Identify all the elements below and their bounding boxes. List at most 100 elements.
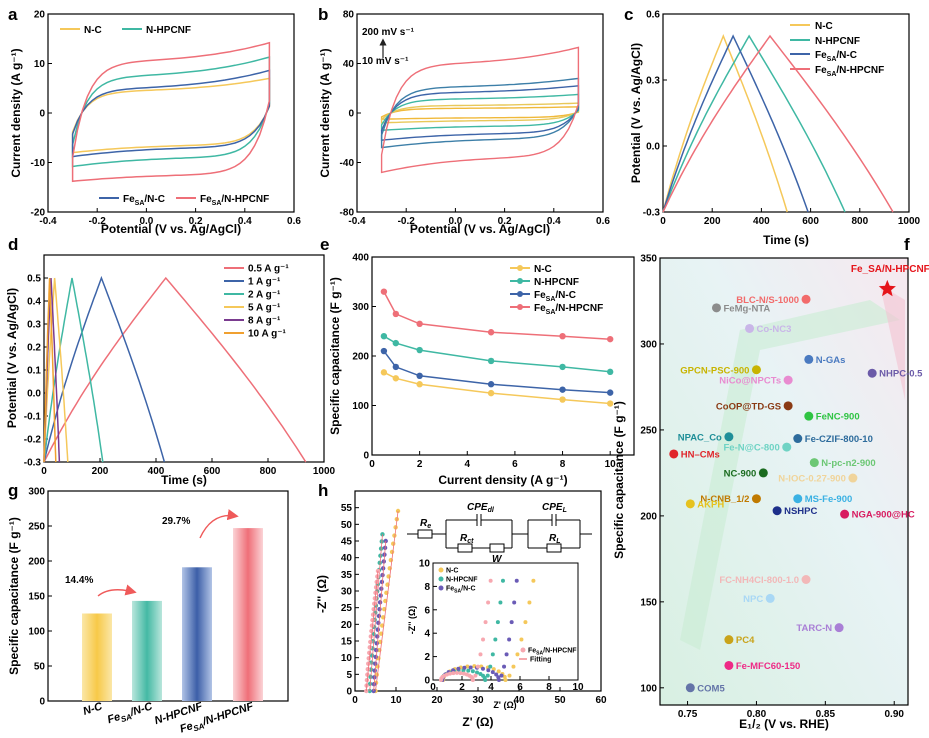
x-tick-label: -0.2 [89,216,107,227]
ylabel-c: Potential (V vs. Ag/AgCl) [629,43,643,183]
data-point [380,347,388,355]
legend-entry: 8 A g⁻¹ [248,316,281,327]
legend-fesa-nc: FeSA/N-C [815,50,857,63]
data-point [559,396,566,403]
increase-arrow-2 [199,509,239,539]
cv-curve [380,46,580,174]
inset-eis-point [483,678,488,682]
eis-point [372,596,378,601]
plot-frame-d [43,254,325,463]
data-point [606,335,614,343]
data-point [782,442,792,452]
data-point [724,432,734,442]
legend-nc: N-C [815,21,833,32]
data-point [392,375,400,382]
legend-a: N-C N-HPCNF FeSA/N-C FeSA/N-HPCNF [60,25,269,207]
data-point [840,509,850,519]
gcd-curve [662,34,894,213]
data-point [380,288,388,295]
inset-eis-point [527,600,532,605]
inset-eis-point [500,578,505,583]
legend-entry: 1 A g⁻¹ [248,277,281,288]
point-label: N-IOC-0.27-900 [778,474,846,485]
inset-eis-point [493,637,498,642]
data-point [416,381,423,388]
data-point [559,333,566,340]
x-tick-label: 400 [753,216,770,227]
y-tick-label: 0.4 [27,297,41,308]
eis-point [377,600,383,605]
inset-eis-point [462,665,467,670]
legend-entry: 0.5 A g⁻¹ [248,264,289,275]
cv-curve-fe-sa-n-c [71,69,271,158]
ylabel-a: Current density (A g⁻¹) [9,48,23,177]
gcd-rate-curve [43,276,307,463]
eis-point [371,688,376,694]
inset-xlabel-h: Z' (Ω) [493,700,516,710]
legend-c: N-C N-HPCNF FeSA/N-C FeSA/N-HPCNF [790,21,884,78]
y-tick-label: 150 [640,597,657,608]
x-tick-label: 0.0 [448,216,462,227]
inset-eis-point [502,674,507,679]
xlabel-c: Time (s) [763,233,809,247]
legend-nhpcnf: N-HPCNF [534,277,579,288]
legend-fesa-nc: FeSA/N-C [534,290,576,303]
x-tick-label: 4 [464,459,470,470]
y-tick-label: 50 [34,662,46,673]
inset-eis-point [507,673,512,678]
y-tick-label: -20 [31,208,46,219]
data-point [793,434,803,444]
inset-eis-point [481,637,486,642]
x-tick-label: 0.80 [747,709,767,720]
legend-entry: 10 A g⁻¹ [248,329,287,340]
y-tick-label: 10 [34,59,46,70]
y-tick-label: 350 [640,254,657,265]
inset-eis-point [498,600,503,605]
eis-point [370,612,376,617]
eis-point [365,672,370,677]
inset-eis-point [473,673,478,678]
inset-eis-point [514,578,519,583]
eis-point [373,647,379,653]
data-point [685,499,695,509]
inset-eis-point [496,678,501,682]
legend-fesa-nhpcnf: FeSA/N-HPCNF [534,303,603,316]
x-tick-label: 800 [851,216,868,227]
circuit-label-re: Re [420,518,431,530]
data-point [801,574,811,584]
ylabel-d: Potential (V vs. Ag/AgCl) [5,288,19,428]
x-tick-label: 0.90 [884,709,904,720]
x-tick-label: 6 [512,459,518,470]
eis-point [368,634,374,639]
axes-c: 0 200 400 600 800 1000 0.6 0.3 0.0 -0.3 [643,10,921,228]
panel-label-c: c [624,5,633,24]
gcd-curve [662,34,846,213]
circuit-label-rct: Rct [460,533,474,545]
eis-point [372,675,377,680]
point-label: Fe-CZIF-800-10 [805,434,873,445]
panel-label-f: f [904,235,910,254]
y-tick-label: 0.2 [27,343,41,354]
x-tick-label: 0.75 [678,709,698,720]
y-tick-label: 10 [341,653,353,664]
inset-eis-point [486,600,491,605]
ylabel-f: Specific capacitance (F g⁻¹) [612,401,626,559]
inset-eis-point [475,664,480,669]
data-point [606,389,614,396]
plot-frame-e [371,256,635,456]
y-tick-label: -40 [340,158,355,169]
curves-b [380,46,580,174]
xlabel-d: Time (s) [161,473,207,487]
x-tick-label: 0.2 [189,216,203,227]
x-tick-label: 0 [41,466,47,477]
inset-eis-point [523,620,528,625]
legend-fesa-nhpcnf: FeSA/N-HPCNF [815,65,884,78]
x-tick-label: 0.6 [596,216,610,227]
inset-eis-point [470,669,475,674]
bar [233,528,263,701]
axes-e: 0 2 4 6 8 10 400 300 200 100 0 [352,253,616,471]
x-tick-label: 800 [260,466,277,477]
point-label: N-GAs [816,355,846,366]
x-tick-label: 6 [517,682,523,693]
